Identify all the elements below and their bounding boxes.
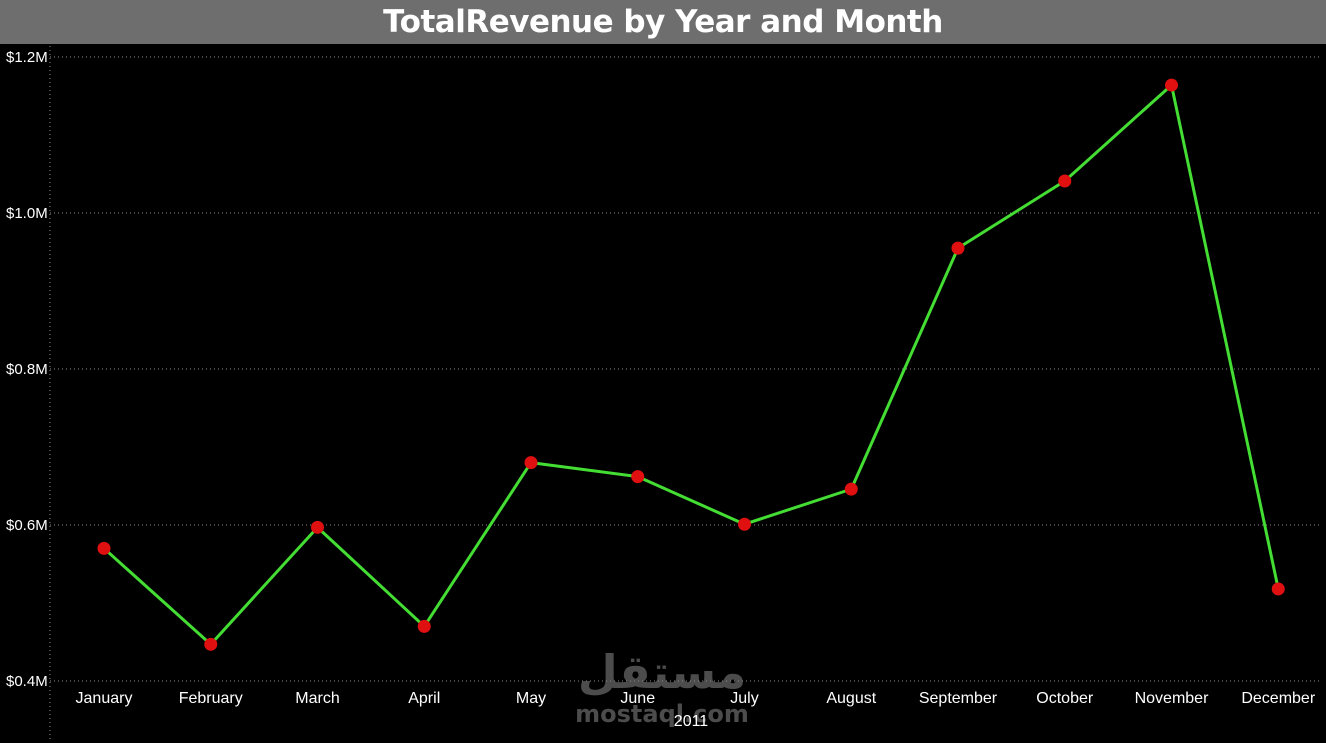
data-point <box>1165 78 1178 92</box>
watermark-latin: mostaql.com <box>575 700 749 728</box>
series-line <box>102 83 1280 646</box>
x-tick-label: September <box>919 690 998 707</box>
x-tick-label: July <box>730 690 758 707</box>
data-point <box>631 470 645 484</box>
x-tick-label: March <box>295 690 339 707</box>
y-tick-label: $1.0M <box>6 205 48 222</box>
chart-title-bar: TotalRevenue by Year and Month <box>0 0 1326 44</box>
y-tick-label: $0.6M <box>6 517 48 534</box>
data-point <box>1271 582 1285 596</box>
data-point <box>417 619 431 633</box>
x-tick-label: December <box>1241 690 1315 707</box>
x-tick-label: February <box>179 690 243 707</box>
x-tick-label: June <box>620 690 655 707</box>
x-tick-label: May <box>516 690 546 707</box>
x-tick-label: January <box>76 690 133 707</box>
data-point <box>1058 174 1072 188</box>
data-point <box>204 637 218 651</box>
data-point <box>524 456 538 470</box>
x-tick-label: October <box>1036 690 1094 707</box>
chart-title: TotalRevenue by Year and Month <box>383 4 943 40</box>
data-point <box>97 541 111 555</box>
data-point <box>951 241 965 255</box>
y-tick-label: $1.2M <box>6 49 48 66</box>
data-point <box>738 517 751 531</box>
y-tick-label: $0.8M <box>6 361 48 378</box>
x-tick-label: November <box>1135 690 1209 707</box>
x-tick-label: August <box>826 690 876 707</box>
data-point <box>311 520 324 534</box>
data-point <box>844 482 858 496</box>
y-tick-label: $0.4M <box>6 673 48 690</box>
x-group-label: 2011 <box>674 713 709 730</box>
x-tick-label: April <box>408 690 440 707</box>
watermark-arabic: مستقل <box>578 645 746 699</box>
